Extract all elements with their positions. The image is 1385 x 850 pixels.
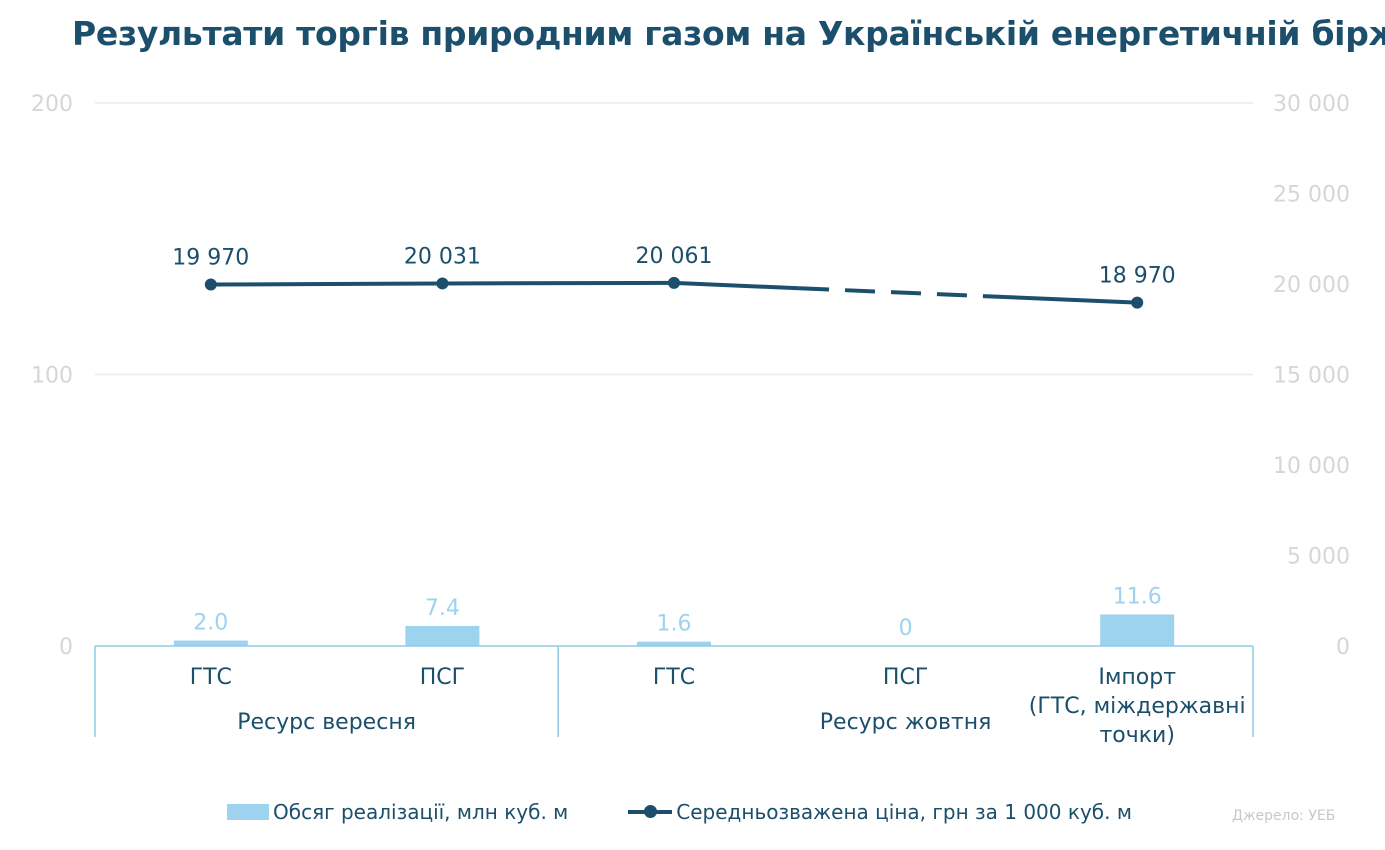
bar [405, 625, 480, 646]
legend-line-swatch [628, 805, 673, 818]
legend-item-volume[interactable]: Обсяг реалізації, млн куб. м [227, 800, 568, 824]
y-right-tick-label: 25 000 [1273, 183, 1350, 208]
price-data-label: 18 970 [1099, 264, 1176, 289]
bar-data-label: 1.6 [657, 612, 692, 637]
x-group-label: Ресурс жовтня [820, 710, 992, 735]
x-category-label: ГТС [190, 665, 232, 690]
y-left-tick-label: 200 [31, 92, 73, 117]
price-line-segment [673, 280, 800, 291]
x-category-label: ГТС [653, 665, 695, 690]
chart-svg: 0 100 200 0 5 000 10 000 15 000 20 000 25 000 30 … [31, 92, 1350, 748]
y-right-tick-label: 5 000 [1287, 545, 1350, 570]
price-marker [204, 278, 217, 291]
price-marker [436, 277, 449, 290]
y-right-tick-label: 30 000 [1273, 92, 1350, 117]
legend-bar-swatch [227, 804, 269, 820]
x-category-label: (ГТС, міждержавні [1029, 694, 1246, 719]
bar-data-label: 7.4 [425, 596, 460, 621]
y-right-tick-label: 0 [1336, 635, 1350, 660]
bar-data-label: 11.6 [1113, 585, 1162, 610]
bar-data-label: 2.0 [193, 611, 228, 636]
price-line-segment [210, 281, 443, 287]
bar-data-label: 0 [899, 616, 913, 641]
price-marker [1131, 296, 1144, 309]
x-category-label: ПСГ [883, 665, 928, 690]
legend: Обсяг реалізації, млн куб. м Середньозва… [227, 800, 1192, 824]
bar [1100, 614, 1175, 646]
legend-item-price[interactable]: Середньозважена ціна, грн за 1 000 куб. … [628, 800, 1132, 824]
price-data-label: 20 061 [636, 244, 713, 269]
y-right-tick-label: 15 000 [1273, 364, 1350, 389]
x-category-label: ПСГ [420, 665, 465, 690]
price-line-segment [1007, 295, 1138, 305]
price-line-dashed-segment [798, 286, 1008, 300]
bar [637, 641, 711, 646]
chart-title: Результати торгів природним газом на Укр… [72, 14, 1385, 53]
price-data-label: 19 970 [172, 246, 249, 271]
price-line-segment [442, 280, 675, 286]
price-data-label: 20 031 [404, 244, 481, 269]
source-note: Джерело: УЕБ [1232, 808, 1336, 824]
y-left-tick-label: 0 [59, 635, 73, 660]
y-right-tick-label: 20 000 [1273, 273, 1350, 298]
y-left-tick-label: 100 [31, 364, 73, 389]
x-group-label: Ресурс вересня [237, 710, 416, 735]
price-marker [668, 276, 680, 289]
bar [173, 640, 248, 646]
legend-label-volume: Обсяг реалізації, млн куб. м [273, 800, 569, 824]
y-right-tick-label: 10 000 [1273, 454, 1350, 479]
x-category-label: Імпорт [1098, 665, 1176, 690]
legend-label-price: Середньозважена ціна, грн за 1 000 куб. … [676, 800, 1132, 824]
x-category-label: точки) [1099, 723, 1174, 748]
